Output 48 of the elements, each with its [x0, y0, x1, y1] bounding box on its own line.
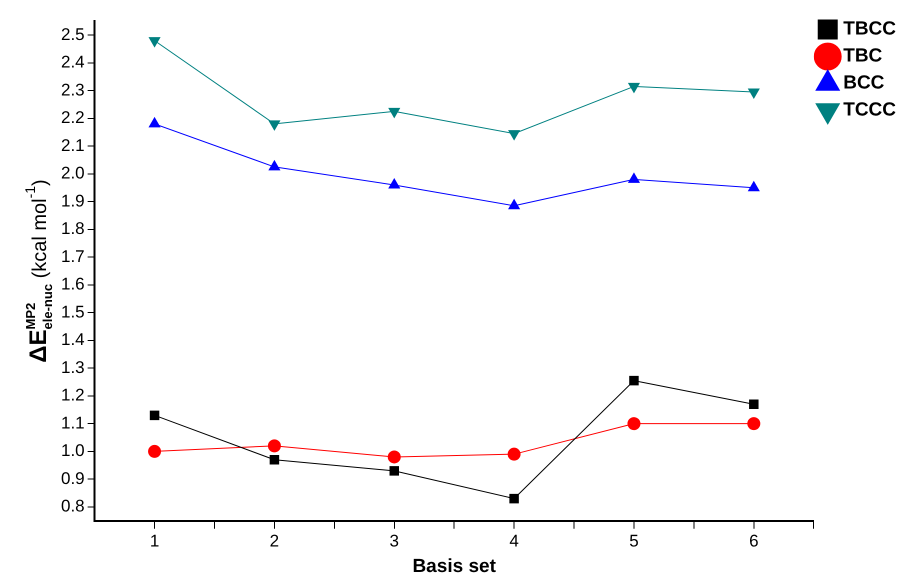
x-tick-label: 1: [150, 532, 160, 551]
point: [628, 82, 640, 93]
x-tick-label: 5: [629, 532, 639, 551]
legend-label: TBC: [843, 46, 883, 67]
point: [509, 494, 519, 504]
point: [629, 376, 639, 386]
point: [749, 399, 759, 409]
x-tick-label: 2: [270, 532, 280, 551]
point: [390, 466, 399, 476]
point: [150, 410, 160, 420]
x-tick-label: 4: [509, 532, 519, 551]
point: [270, 454, 280, 464]
point: [388, 108, 400, 118]
point: [627, 417, 640, 430]
y-tick-label: 0.9: [60, 468, 85, 488]
y-tick-label: 1.7: [60, 246, 85, 266]
y-tick-label: 2.3: [60, 80, 85, 100]
y-tick-label: 2.2: [60, 108, 85, 128]
y-tick-label: 1.5: [60, 302, 85, 322]
y-tick-label: 1.9: [60, 191, 85, 210]
legend-label: BCC: [843, 72, 885, 94]
point: [508, 448, 521, 461]
legend-label: TCCC: [843, 100, 896, 121]
y-tick-label: 1.2: [60, 386, 85, 405]
y-tick-label: 1.6: [60, 274, 85, 294]
point: [268, 439, 281, 452]
y-tick-label: 2.4: [60, 52, 85, 72]
y-tick-label: 2.5: [60, 24, 85, 44]
point: [747, 417, 760, 430]
x-axis-title: Basis set: [412, 556, 497, 577]
point: [148, 444, 162, 458]
legend-label: TBCC: [843, 18, 896, 40]
point: [388, 450, 401, 464]
y-axis-title: ΔEMP2ele-nuc (kcal mol-1): [22, 179, 55, 363]
point: [148, 37, 160, 48]
point: [748, 88, 760, 98]
y-tick-label: 2.0: [60, 164, 85, 183]
y-tick-label: 1.4: [60, 330, 85, 350]
point: [268, 120, 280, 130]
y-tick-label: 0.8: [60, 496, 85, 516]
y-tick-label: 2.1: [60, 136, 85, 155]
y-tick-label: 1.1: [60, 413, 85, 432]
y-tick-label: 1.0: [60, 441, 85, 460]
x-tick-label: 3: [390, 532, 399, 551]
x-tick-label: 6: [749, 532, 759, 551]
point: [508, 130, 520, 140]
y-tick-label: 1.3: [60, 358, 85, 377]
y-tick-label: 1.8: [60, 219, 85, 238]
